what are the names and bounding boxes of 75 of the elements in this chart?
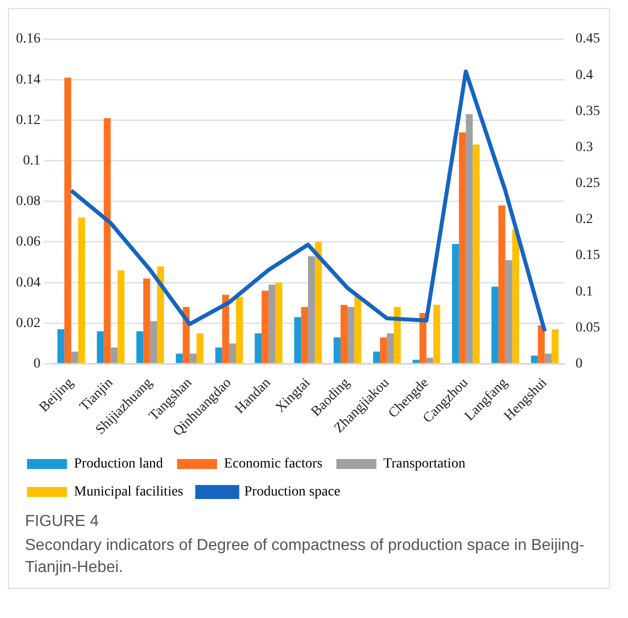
y-tick-label: 0.04 bbox=[16, 275, 40, 290]
caption: FIGURE 4 bbox=[25, 513, 100, 531]
legend-label: Economic factors bbox=[224, 456, 322, 472]
bar bbox=[275, 282, 282, 364]
bar bbox=[110, 348, 118, 364]
bar bbox=[452, 244, 459, 364]
bar bbox=[262, 290, 269, 364]
bar bbox=[354, 296, 362, 364]
bar bbox=[472, 144, 480, 364]
bar bbox=[340, 304, 348, 364]
bar bbox=[552, 329, 559, 364]
y2-tick-label: 0 bbox=[576, 356, 582, 372]
bar bbox=[96, 331, 104, 364]
bar bbox=[190, 354, 197, 364]
bar bbox=[314, 242, 322, 364]
y2-tick-label: 0.3 bbox=[576, 140, 593, 155]
bar bbox=[222, 294, 230, 364]
y2-tick-label: 0.4 bbox=[576, 68, 593, 83]
bar bbox=[347, 306, 354, 364]
bar bbox=[150, 321, 158, 364]
y-tick-label: 0.06 bbox=[16, 234, 40, 250]
bar bbox=[215, 348, 222, 364]
legend-label: Transportation bbox=[383, 456, 466, 472]
y2-tick-label: 0.15 bbox=[576, 248, 600, 264]
bar bbox=[380, 337, 387, 364]
y-tick-label: 0.14 bbox=[16, 72, 40, 88]
bar bbox=[78, 218, 86, 364]
bar bbox=[308, 256, 315, 364]
bar bbox=[301, 306, 308, 364]
legend-label: Production space bbox=[244, 484, 340, 500]
y-tick-label: 0.1 bbox=[23, 153, 40, 168]
bar bbox=[294, 317, 302, 364]
y2-tick-label: 0.2 bbox=[576, 212, 593, 228]
y-tick-label: 0.02 bbox=[16, 316, 40, 331]
bar bbox=[538, 325, 545, 364]
legend-label: Production land bbox=[74, 456, 164, 472]
y-tick-label: 0.08 bbox=[16, 194, 40, 210]
bar bbox=[57, 329, 64, 364]
bar bbox=[433, 304, 440, 364]
bar bbox=[466, 114, 473, 364]
bar bbox=[512, 230, 520, 364]
bar bbox=[196, 333, 204, 364]
y2-tick-label: 0.1 bbox=[576, 284, 593, 300]
legend-label: Municipal facilities bbox=[74, 484, 184, 500]
bar bbox=[505, 260, 512, 364]
y-tick-label: 0 bbox=[34, 356, 40, 372]
bar bbox=[426, 358, 434, 364]
y2-tick-label: 0.25 bbox=[576, 176, 600, 192]
bar bbox=[229, 343, 236, 364]
bar bbox=[458, 132, 466, 364]
bar bbox=[386, 333, 394, 364]
bar bbox=[71, 352, 78, 364]
bar bbox=[254, 333, 262, 364]
bar bbox=[498, 205, 506, 364]
bar bbox=[104, 118, 111, 364]
bar bbox=[236, 296, 243, 364]
bar bbox=[268, 284, 276, 364]
bar bbox=[544, 354, 552, 364]
text: Secondary indicators of Degree of compactness of production space in Beijing-Tianjin-Hebei. bbox=[25, 536, 586, 578]
bar bbox=[143, 278, 150, 364]
y2-tick-label: 0.05 bbox=[576, 320, 600, 336]
y2-tick-label: 0.45 bbox=[576, 32, 600, 47]
bar bbox=[373, 352, 380, 364]
bar bbox=[334, 337, 341, 364]
bar bbox=[136, 331, 144, 364]
bar bbox=[530, 356, 538, 364]
bar bbox=[118, 270, 125, 364]
bar bbox=[64, 78, 72, 364]
y2-tick-label: 0.35 bbox=[576, 104, 600, 119]
y-tick-label: 0.16 bbox=[16, 32, 40, 47]
bar bbox=[176, 354, 183, 364]
bar bbox=[157, 266, 164, 364]
bar bbox=[412, 360, 420, 364]
bar bbox=[491, 286, 498, 364]
y-tick-label: 0.12 bbox=[16, 112, 40, 128]
